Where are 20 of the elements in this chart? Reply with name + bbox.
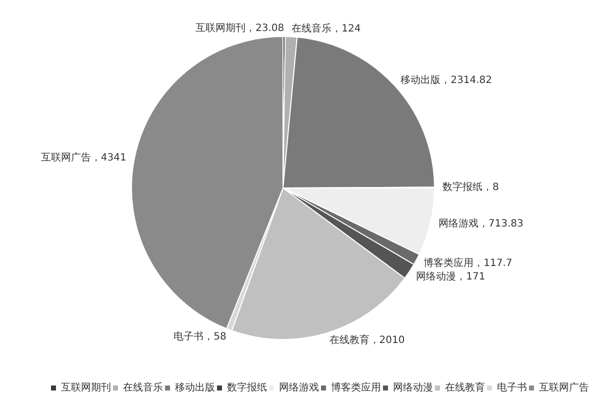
legend-label: 移动出版 xyxy=(175,382,215,394)
legend-label: 电子书 xyxy=(497,382,527,394)
data-label: 博客类应用，117.7 xyxy=(424,256,512,269)
data-label: 移动出版，2314.82 xyxy=(400,74,492,86)
data-label: 互联网广告，4341 xyxy=(40,151,126,164)
legend-label: 在线教育 xyxy=(445,382,485,394)
data-label: 在线教育，2010 xyxy=(329,334,405,346)
legend-label: 互联网广告 xyxy=(539,382,589,394)
data-label: 网络动漫，171 xyxy=(416,270,486,282)
legend-label: 网络游戏 xyxy=(279,382,319,394)
legend-label: 网络动漫 xyxy=(393,382,433,394)
data-label: 网络游戏，713.83 xyxy=(438,217,524,230)
data-label: 互联网期刊，23.08 xyxy=(196,22,284,34)
data-label: 数字报纸，8 xyxy=(442,181,499,194)
data-label: 在线音乐，124 xyxy=(292,22,361,34)
legend-label: 在线音乐 xyxy=(123,382,163,394)
legend-label: 数字报纸 xyxy=(227,382,267,394)
legend-label: 博客类应用 xyxy=(331,382,381,394)
data-label: 电子书，58 xyxy=(174,330,226,343)
legend-label: 互联网期刊 xyxy=(61,382,111,394)
